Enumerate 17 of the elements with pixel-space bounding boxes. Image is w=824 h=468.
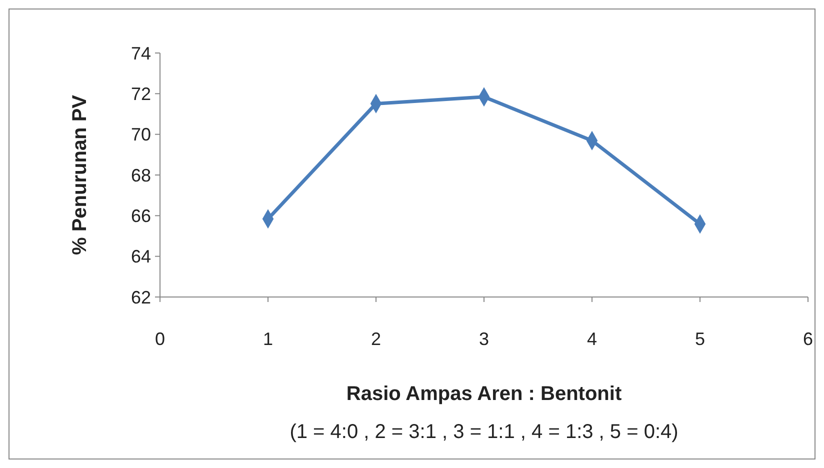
y-tick-label: 72	[130, 84, 151, 104]
x-axis-title: Rasio Ampas Aren : Bentonit	[346, 383, 622, 405]
x-tick-label: 2	[370, 329, 382, 349]
y-axis-title: % Penurunan PV	[69, 94, 91, 256]
y-tick-label: 66	[130, 206, 151, 226]
x-tick-label: 0	[154, 329, 166, 349]
y-tick-label: 70	[130, 124, 151, 145]
y-tick-label: 64	[130, 246, 151, 267]
y-tick-label: 68	[130, 165, 151, 186]
x-tick-label: 1	[262, 329, 274, 349]
y-tick-label: 62	[130, 287, 151, 308]
x-tick-label: 5	[694, 329, 706, 349]
x-tick-label: 4	[586, 329, 598, 349]
y-tick-label: 74	[130, 43, 151, 64]
x-tick-label: 6	[802, 329, 814, 349]
text: (1 = 4:0 , 2 = 3:1 , 3 = 1:1 , 4 = 1:3 , 5 = 0:4)	[290, 421, 678, 443]
x-tick-label: 3	[478, 329, 490, 349]
